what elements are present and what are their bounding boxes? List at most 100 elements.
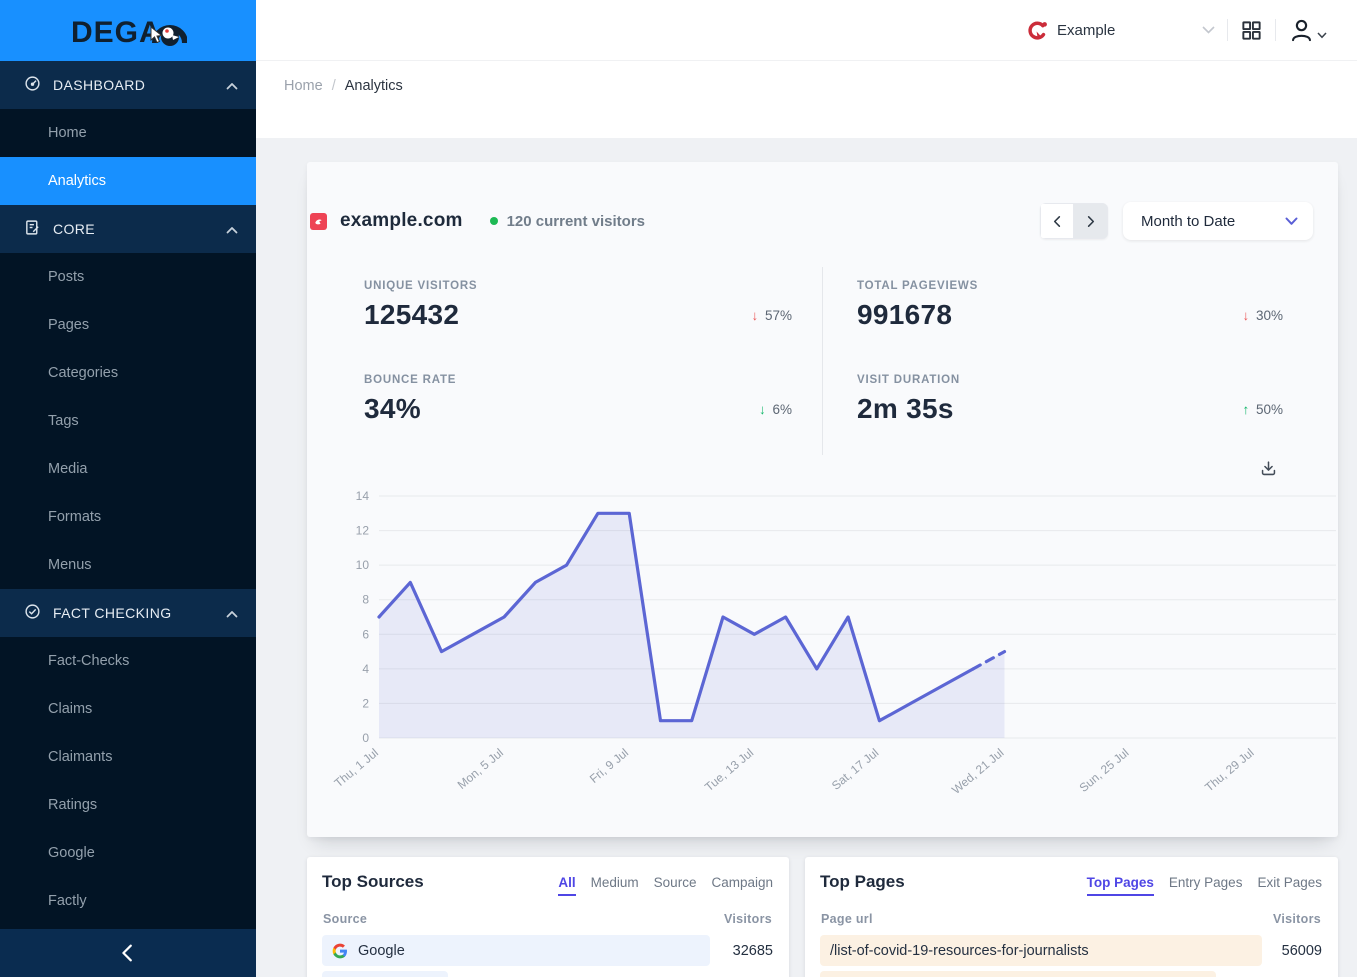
divider	[1275, 19, 1276, 41]
sidebar-section-dashboard[interactable]: DASHBOARD	[0, 61, 256, 109]
stat-change: ↓ 6%	[759, 402, 792, 417]
svg-text:6: 6	[362, 627, 369, 641]
pages-tab-entry-pages[interactable]: Entry Pages	[1169, 875, 1243, 896]
stat-label: BOUNCE RATE	[364, 374, 792, 386]
top-sources-tabs: All Medium Source Campaign	[558, 875, 773, 896]
source-row-facebook[interactable]: Facebook10634	[322, 971, 773, 977]
top-sources-title: Top Sources	[322, 872, 424, 892]
sources-tab-source[interactable]: Source	[654, 875, 697, 896]
breadcrumb-home-link[interactable]: Home	[284, 78, 323, 94]
source-row-google[interactable]: Google32685	[322, 935, 773, 966]
sources-tab-campaign[interactable]: Campaign	[711, 875, 773, 896]
stat-unique-visitors: UNIQUE VISITORS125432↓ 57%	[333, 267, 823, 361]
download-icon[interactable]	[1259, 459, 1278, 478]
sidebar-item-menus[interactable]: Menus	[0, 541, 256, 589]
chevron-up-icon	[226, 605, 238, 621]
row-bar: Facebook	[322, 971, 448, 977]
stat-change: ↓ 30%	[1242, 308, 1283, 323]
org-name: Example	[1057, 22, 1115, 39]
stat-visit-duration: VISIT DURATION 2m 35s ↑ 50%	[823, 361, 1313, 455]
stat-value: 2m 35s	[857, 393, 954, 425]
apps-grid-button[interactable]	[1240, 19, 1263, 42]
sidebar-menu: DASHBOARDHomeAnalytics CORE PostsPagesCate…	[0, 61, 256, 929]
chevron-up-icon	[226, 77, 238, 93]
svg-text:Thu, 1 Jul: Thu, 1 Jul	[333, 746, 381, 791]
arrow-up-icon: ↑	[1242, 402, 1249, 417]
stat-change: ↓ 57%	[751, 308, 792, 323]
sidebar-item-fact-checks[interactable]: Fact-Checks	[0, 637, 256, 685]
chevron-down-icon	[1202, 26, 1215, 34]
svg-text:Mon, 5 Jul: Mon, 5 Jul	[455, 746, 506, 792]
sidebar-section-label: FACT CHECKING	[53, 605, 172, 621]
dega-logo[interactable]: DEGA	[0, 0, 256, 61]
stat-label: TOTAL PAGEVIEWS	[857, 280, 1283, 292]
date-range-select[interactable]: Month to Date	[1123, 202, 1313, 240]
user-menu-button[interactable]	[1288, 17, 1327, 44]
dashboard-icon	[24, 75, 41, 95]
sidebar-item-ratings[interactable]: Ratings	[0, 781, 256, 829]
org-switcher[interactable]: Example	[1027, 19, 1215, 42]
svg-text:12: 12	[356, 524, 370, 538]
sidebar-item-media[interactable]: Media	[0, 445, 256, 493]
svg-text:Wed, 21 Jul: Wed, 21 Jul	[949, 746, 1006, 797]
sidebar-section-core[interactable]: CORE	[0, 205, 256, 253]
row-bar: Google	[322, 935, 710, 966]
stat-total-pageviews: TOTAL PAGEVIEWS 991678 ↓ 30%	[823, 267, 1313, 361]
row-label: Google	[358, 943, 405, 959]
dega-logo-icon: DEGA	[69, 11, 187, 51]
arrow-down-icon: ↓	[1242, 308, 1249, 323]
arrow-down-icon: ↓	[759, 402, 766, 417]
apps-grid-icon	[1240, 19, 1263, 42]
svg-text:8: 8	[362, 593, 369, 607]
svg-text:14: 14	[356, 489, 370, 503]
chevron-down-icon	[1285, 217, 1298, 226]
sidebar-item-pages[interactable]: Pages	[0, 301, 256, 349]
sidebar-item-analytics[interactable]: Analytics	[0, 157, 256, 205]
stat-label: VISIT DURATION	[857, 374, 1283, 386]
sidebar-item-tags[interactable]: Tags	[0, 397, 256, 445]
sidebar-section-fact-checking[interactable]: FACT CHECKING	[0, 589, 256, 637]
row-label: /list-of-covid-19-resources-for-journali…	[830, 943, 1089, 959]
breadcrumb-separator: /	[332, 78, 336, 94]
sidebar-collapse-button[interactable]	[0, 929, 256, 977]
google-icon	[332, 943, 348, 959]
top-pages-title: Top Pages	[820, 872, 905, 892]
page-row-list-of-covid-19-resources-for-journalists[interactable]: /list-of-covid-19-resources-for-journali…	[820, 935, 1322, 966]
pages-tab-top-pages[interactable]: Top Pages	[1087, 875, 1154, 896]
prev-period-button[interactable]	[1040, 203, 1074, 239]
sidebar-item-home[interactable]: Home	[0, 109, 256, 157]
stat-change-value: 30%	[1252, 308, 1283, 323]
sidebar-section-label: CORE	[53, 221, 95, 237]
stat-bounce-rate: BOUNCE RATE34%↓ 6%	[333, 361, 823, 455]
stat-label: UNIQUE VISITORS	[364, 280, 792, 292]
sidebar-item-claims[interactable]: Claims	[0, 685, 256, 733]
stat-value: 991678	[857, 299, 952, 331]
breadcrumb: Home / Analytics	[256, 61, 1357, 138]
sources-tab-medium[interactable]: Medium	[591, 875, 639, 896]
pages-tab-exit-pages[interactable]: Exit Pages	[1257, 875, 1322, 896]
sources-col-source: Source	[323, 912, 367, 926]
row-bar: /general-vaccine-trends-in-india-24	[820, 971, 1216, 977]
page-row-general-vaccine-trends-in-india-24[interactable]: /general-vaccine-trends-in-india-2450245	[820, 971, 1322, 977]
org-logo-icon	[1027, 19, 1050, 42]
site-domain: example.com	[340, 210, 463, 232]
stat-change-value: 6%	[769, 402, 792, 417]
arrow-down-icon: ↓	[751, 308, 758, 323]
sidebar-item-factly[interactable]: Factly	[0, 877, 256, 925]
sidebar-item-categories[interactable]: Categories	[0, 349, 256, 397]
sources-tab-all[interactable]: All	[558, 875, 575, 896]
next-period-button[interactable]	[1074, 203, 1108, 239]
row-visitors: 56009	[1282, 943, 1322, 959]
sidebar-item-google[interactable]: Google	[0, 829, 256, 877]
top-pages-tabs: Top Pages Entry Pages Exit Pages	[1087, 875, 1322, 896]
sidebar-item-posts[interactable]: Posts	[0, 253, 256, 301]
visitors-area-chart: 02468101214Thu, 1 JulMon, 5 JulFri, 9 Ju…	[333, 480, 1341, 812]
sidebar-item-claimants[interactable]: Claimants	[0, 733, 256, 781]
breadcrumb-current: Analytics	[345, 78, 403, 94]
chevron-right-icon	[1084, 215, 1097, 228]
svg-text:Tue, 13 Jul: Tue, 13 Jul	[702, 746, 756, 795]
stat-change: ↑ 50%	[1242, 402, 1283, 417]
top-pages-card: Top Pages Top Pages Entry Pages Exit Pages…	[805, 857, 1338, 977]
live-visitors-label: 120 current visitors	[507, 213, 645, 230]
sidebar-item-formats[interactable]: Formats	[0, 493, 256, 541]
